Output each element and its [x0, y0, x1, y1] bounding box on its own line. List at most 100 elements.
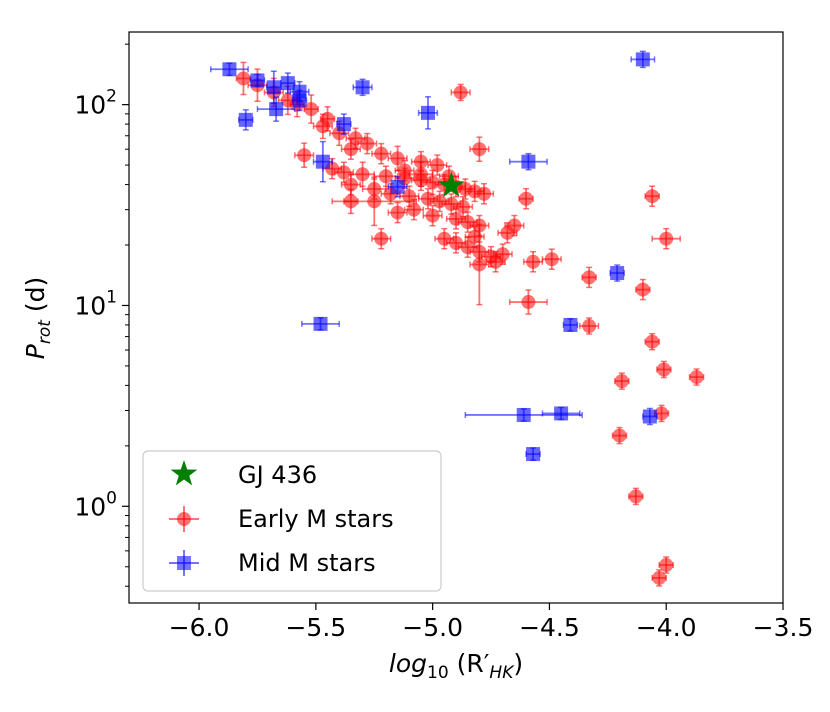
early-m-point [343, 142, 358, 157]
y-tick-label-exp: 0 [106, 488, 117, 508]
mid-m-point [280, 76, 295, 91]
mid-m-point [521, 154, 536, 169]
x-tick-label: −3.5 [753, 613, 814, 642]
y-axis-label-rest: (d) [21, 277, 50, 320]
early-m-point [467, 229, 482, 244]
legend-early-circle-icon [177, 512, 191, 526]
x-tick-label: −5.0 [402, 613, 463, 642]
mid-m-point [336, 117, 351, 132]
early-m-point [297, 148, 312, 163]
x-axis-label-open: (R′ [449, 649, 490, 678]
x-axis-label-sub2: HK [489, 663, 515, 683]
mid-m-point [635, 52, 650, 67]
mid-m-point [563, 317, 578, 332]
early-m-point [460, 240, 475, 255]
mid-m-point [526, 447, 541, 462]
early-m-point [544, 252, 559, 267]
early-m-point [635, 282, 650, 297]
early-m-point [521, 295, 536, 310]
legend: GJ 436 Early M stars Mid M stars [142, 450, 442, 592]
x-axis-label: log10 (R′HK) [389, 649, 523, 683]
legend-mid-square-icon [177, 556, 191, 570]
mid-m-point [266, 80, 281, 95]
mid-m-point [250, 73, 265, 88]
early-m-point [360, 136, 375, 151]
early-m-point [413, 167, 428, 182]
mid-m-point [642, 409, 657, 424]
legend-mid-marker [169, 550, 199, 576]
early-m-series [235, 61, 705, 587]
gj436-star-point [438, 171, 465, 197]
mid-m-point [420, 105, 435, 120]
early-m-point [425, 175, 440, 190]
y-axis-label: Prot (d) [21, 277, 55, 359]
mid-m-point [315, 154, 330, 169]
x-axis-label-sub: 10 [427, 663, 449, 683]
early-m-point [628, 489, 643, 504]
y-tick-label: 100 [74, 488, 117, 521]
early-m-point [614, 374, 629, 389]
legend-label-gj436: GJ 436 [238, 461, 317, 489]
early-m-point [500, 225, 515, 240]
y-tick-label: 101 [74, 287, 117, 320]
early-m-point [406, 202, 421, 217]
legend-box [142, 450, 442, 592]
early-m-point [689, 370, 704, 385]
early-m-point [654, 406, 669, 421]
early-m-point [519, 191, 534, 206]
mid-m-point [292, 93, 307, 108]
early-m-point [355, 167, 370, 182]
early-m-point [374, 146, 389, 161]
early-m-point [236, 71, 251, 86]
mid-m-point [390, 179, 405, 194]
x-axis-label-close: ) [513, 649, 523, 678]
early-m-point [656, 362, 671, 377]
mid-m-point [610, 266, 625, 281]
early-m-point [367, 194, 382, 209]
early-m-point [659, 231, 674, 246]
early-m-point [397, 163, 412, 178]
early-m-point [488, 254, 503, 269]
early-m-point [582, 319, 597, 334]
mid-m-point [355, 80, 370, 95]
early-m-point [315, 119, 330, 134]
early-m-point [472, 142, 487, 157]
legend-label-early: Early M stars [238, 505, 394, 533]
early-m-point [645, 189, 660, 204]
x-tick-label: −4.5 [519, 613, 580, 642]
y-tick-label-base: 10 [74, 492, 106, 521]
early-m-point [612, 428, 627, 443]
mid-m-point [269, 102, 284, 117]
early-m-point [348, 131, 363, 146]
early-m-point [645, 334, 660, 349]
x-tick-label: −6.0 [169, 613, 230, 642]
legend-gj436-star-icon [170, 460, 198, 486]
data-marks [210, 50, 705, 587]
early-m-point [526, 254, 541, 269]
early-m-point [456, 199, 471, 214]
x-tick-label: −4.0 [636, 613, 697, 642]
mid-m-point [238, 112, 253, 127]
early-m-point [652, 570, 667, 585]
mid-m-point [313, 316, 328, 331]
early-m-point [430, 158, 445, 173]
y-tick-label-exp: 2 [106, 87, 117, 107]
mid-m-point [222, 62, 237, 77]
early-m-point [343, 194, 358, 209]
mid-m-point [554, 406, 569, 421]
early-m-point [336, 165, 351, 180]
x-axis-label-base: log [389, 649, 427, 678]
legend-early-marker [169, 506, 199, 532]
y-axis-label-base: P [21, 343, 50, 359]
early-m-point [425, 208, 440, 223]
plot-frame [128, 31, 784, 604]
early-m-point [472, 257, 487, 272]
early-m-point [477, 186, 492, 201]
y-tick-label-base: 10 [74, 291, 106, 320]
early-m-point [378, 169, 393, 184]
early-m-point [343, 177, 358, 192]
mid-m-point [516, 407, 531, 422]
early-m-point [420, 191, 435, 206]
